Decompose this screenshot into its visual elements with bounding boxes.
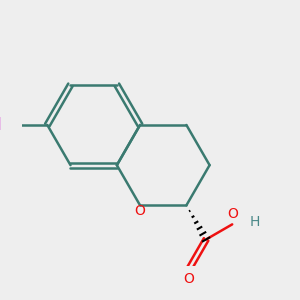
Text: O: O — [183, 272, 194, 286]
Text: O: O — [135, 204, 146, 218]
Text: O: O — [228, 207, 238, 220]
Text: H: H — [250, 215, 260, 229]
Text: I: I — [0, 116, 1, 134]
